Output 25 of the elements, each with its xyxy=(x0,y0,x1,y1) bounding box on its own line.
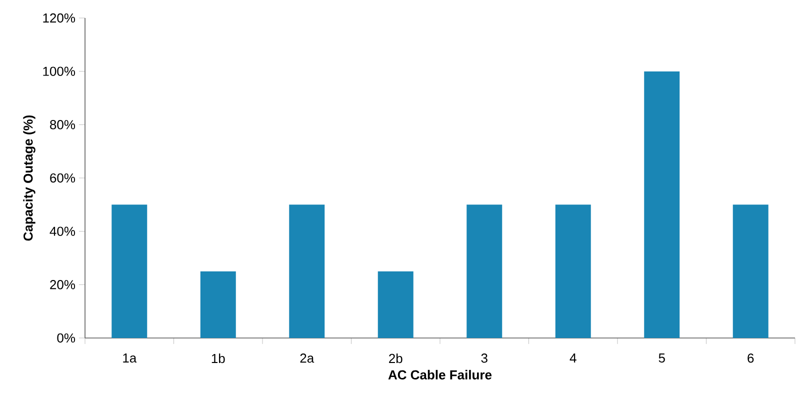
y-tick-label: 40% xyxy=(50,226,76,236)
x-tick-label: 6 xyxy=(748,354,754,363)
x-axis-title: AC Cable Failure xyxy=(388,370,492,380)
bar xyxy=(644,71,680,338)
bar xyxy=(200,271,236,338)
bar xyxy=(466,204,502,338)
x-tick-label: 1b xyxy=(212,354,225,364)
bar xyxy=(555,204,591,338)
y-tick-label: 60% xyxy=(50,173,76,183)
y-tick-label: 0% xyxy=(57,333,76,343)
x-tick-label: 5 xyxy=(658,354,665,363)
bar xyxy=(289,204,325,338)
bar xyxy=(732,204,768,338)
bar xyxy=(378,271,414,338)
x-tick-label: 3 xyxy=(481,354,488,363)
x-tick-label: 2a xyxy=(300,354,314,363)
y-tick-label: 120% xyxy=(43,13,76,23)
y-tick-label: 80% xyxy=(50,120,76,130)
y-tick-label: 100% xyxy=(43,66,76,76)
x-tick-label: 1a xyxy=(123,354,137,363)
y-axis-title: Capacity Outage (%) xyxy=(23,115,36,241)
y-tick-label: 20% xyxy=(50,280,76,290)
x-tick-label: 2b xyxy=(389,354,402,364)
bar xyxy=(112,204,148,338)
x-tick-label: 4 xyxy=(570,354,576,362)
